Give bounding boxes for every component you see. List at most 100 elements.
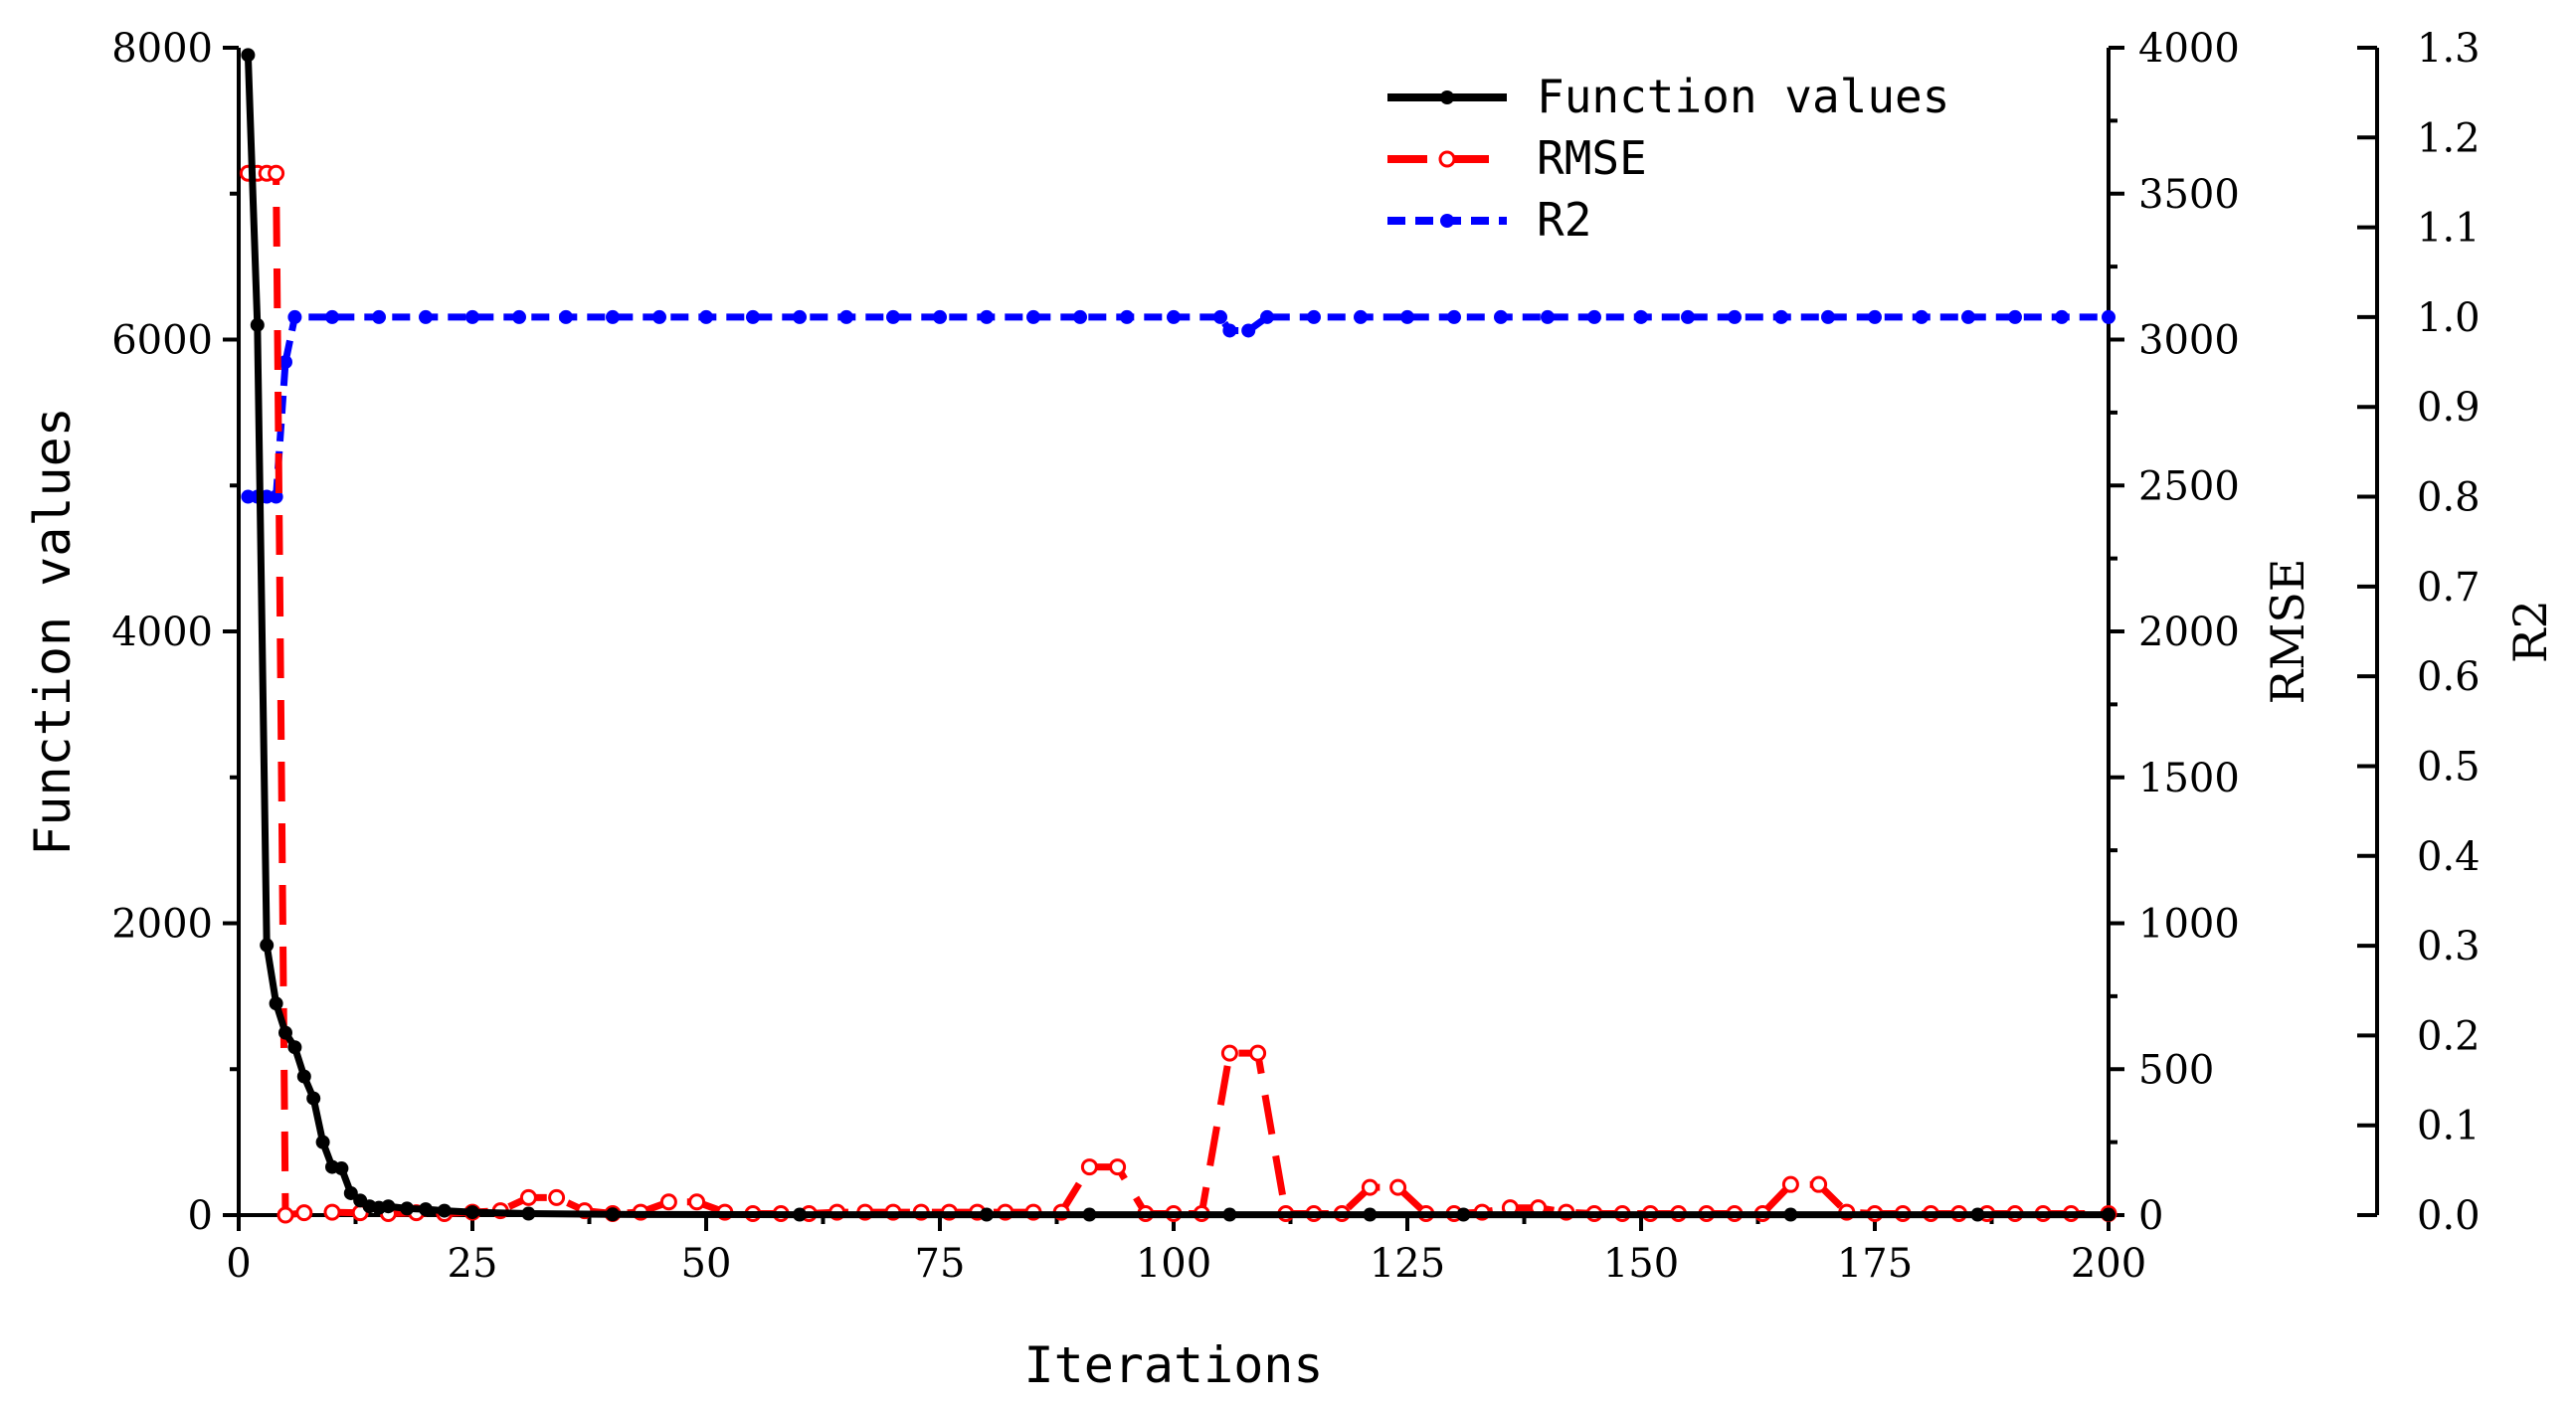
- data-point: [269, 489, 283, 504]
- data-point: [793, 309, 807, 324]
- data-point: [1961, 309, 1975, 324]
- series-line: [248, 313, 2109, 500]
- legend-item: RMSE: [1387, 131, 1647, 185]
- r2-y-tick-label: 0.4: [2417, 834, 2481, 880]
- data-point: [400, 1201, 415, 1216]
- data-point: [306, 1091, 321, 1106]
- rmse-y-tick-label: 3500: [2138, 172, 2240, 218]
- data-point: [1456, 1207, 1471, 1222]
- legend-swatch-marker: [1438, 150, 1456, 168]
- r2-y-tick-label: 0.5: [2417, 744, 2481, 790]
- legend-label: RMSE: [1537, 131, 1647, 185]
- legend-swatch-marker: [1440, 214, 1454, 228]
- data-point: [260, 938, 275, 953]
- x-tick-label: 150: [1603, 1241, 1679, 1287]
- r2-y-tick-label: 0.9: [2417, 385, 2481, 431]
- r2-y-tick-label: 1.0: [2417, 295, 2481, 341]
- data-point: [2055, 309, 2069, 324]
- legend-item: R2: [1387, 193, 1591, 247]
- data-point: [980, 1207, 994, 1222]
- data-point: [1167, 309, 1181, 324]
- r2-y-tick-label: 0.6: [2417, 654, 2481, 700]
- left-y-tick-label: 4000: [111, 610, 213, 655]
- data-point: [559, 309, 573, 324]
- legend-label: Function values: [1537, 70, 1949, 123]
- r2-y-tick-label: 1.3: [2417, 26, 2481, 72]
- data-point: [1260, 309, 1274, 324]
- x-tick-label: 175: [1837, 1241, 1913, 1287]
- data-point: [1080, 1158, 1098, 1176]
- data-point: [606, 309, 620, 324]
- data-point: [1541, 309, 1555, 324]
- data-point: [1120, 309, 1134, 324]
- data-point: [323, 1203, 341, 1221]
- data-point: [1307, 309, 1321, 324]
- data-point: [1220, 1044, 1238, 1062]
- data-point: [278, 1025, 292, 1040]
- rmse-y-tick-label: 2000: [2138, 610, 2240, 655]
- data-point: [746, 309, 760, 324]
- data-point: [652, 309, 666, 324]
- x-tick-label: 0: [226, 1241, 251, 1287]
- data-point: [1774, 309, 1788, 324]
- r2-y-axis-title: R2: [2503, 600, 2557, 663]
- series-group: [239, 48, 2117, 1224]
- left-y-tick-label: 0: [188, 1193, 213, 1239]
- data-point: [1073, 309, 1087, 324]
- data-point: [1363, 1207, 1378, 1222]
- data-point: [1361, 1178, 1379, 1196]
- data-point: [1222, 323, 1237, 338]
- data-point: [1400, 309, 1414, 324]
- x-axis-title: Iterations: [1023, 1336, 1323, 1394]
- data-point: [295, 1204, 313, 1222]
- x-tick-label: 200: [2071, 1241, 2146, 1287]
- data-point: [419, 309, 433, 324]
- data-point: [465, 1205, 479, 1220]
- left-y-tick-label: 6000: [111, 318, 213, 364]
- rmse-y-tick-label: 1000: [2138, 902, 2240, 948]
- r2-y-tick-label: 0.2: [2417, 1013, 2481, 1059]
- data-point: [519, 1188, 537, 1206]
- data-point: [688, 1193, 706, 1211]
- r2-y-tick-label: 1.2: [2417, 115, 2481, 161]
- r2-y-tick-label: 1.1: [2417, 206, 2481, 252]
- r2-y-tick-label: 0.0: [2417, 1193, 2481, 1239]
- rmse-y-tick-label: 500: [2138, 1047, 2214, 1093]
- data-point: [1494, 309, 1508, 324]
- data-point: [839, 309, 853, 324]
- x-tick-label: 50: [681, 1241, 732, 1287]
- data-point: [1783, 1207, 1798, 1222]
- data-point: [269, 996, 283, 1011]
- x-tick-label: 75: [915, 1241, 966, 1287]
- x-tick-label: 100: [1136, 1241, 1211, 1287]
- data-point: [1222, 1207, 1237, 1222]
- legend-item: Function values: [1387, 70, 1949, 123]
- legend-swatch-marker: [1440, 90, 1454, 104]
- x-tick-label: 25: [448, 1241, 498, 1287]
- data-point: [1354, 309, 1368, 324]
- data-point: [372, 309, 386, 324]
- data-point: [1082, 1207, 1097, 1222]
- r2-y-tick-label: 0.3: [2417, 924, 2481, 969]
- data-point: [343, 1185, 358, 1200]
- legend-label: R2: [1537, 193, 1591, 247]
- data-point: [419, 1202, 433, 1217]
- data-point: [659, 1193, 677, 1211]
- data-point: [886, 309, 900, 324]
- data-point: [548, 1188, 566, 1206]
- series-r2: [241, 309, 2116, 504]
- data-point: [1109, 1158, 1127, 1176]
- data-point: [1213, 309, 1227, 324]
- data-point: [287, 1040, 302, 1055]
- data-point: [1681, 309, 1695, 324]
- data-point: [381, 1199, 396, 1214]
- r2-y-tick-label: 0.7: [2417, 565, 2481, 611]
- data-point: [793, 1207, 807, 1222]
- data-point: [334, 1161, 349, 1176]
- data-point: [699, 309, 713, 324]
- rmse-y-tick-label: 4000: [2138, 26, 2240, 72]
- data-point: [2102, 1207, 2116, 1222]
- data-point: [1810, 1175, 1828, 1193]
